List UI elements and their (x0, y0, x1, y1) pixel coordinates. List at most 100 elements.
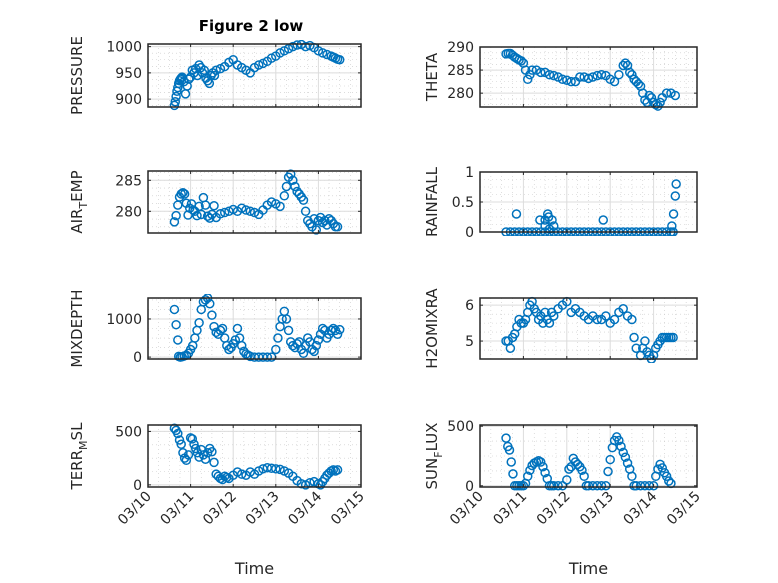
data-point (211, 65, 221, 75)
data-point (557, 74, 568, 85)
data-point (332, 222, 343, 232)
data-point (562, 75, 572, 85)
data-point (189, 439, 199, 449)
data-point (271, 464, 281, 474)
data-point (215, 209, 226, 219)
y-tick-label: 0.5 (452, 195, 474, 211)
data-point (219, 207, 230, 218)
subplot-air-temp: 280 285 AIRTEMP (68, 169, 362, 235)
data-point (187, 434, 198, 444)
y-tick-label: 285 (447, 63, 474, 79)
subplot-mixdepth: 0 1000 MIXDEPTH (68, 289, 362, 368)
x-tick-label: 03/12 (534, 489, 574, 529)
data-point (618, 304, 628, 314)
data-point (281, 314, 292, 324)
data-point (540, 467, 550, 478)
data-point (215, 325, 226, 336)
plot-area (148, 171, 361, 233)
data-point (583, 73, 594, 84)
y-tick-label: 285 (115, 173, 142, 189)
data-point (525, 69, 535, 80)
data-series-sun-flux (501, 432, 676, 491)
y-tick-label: 0 (133, 350, 142, 366)
data-point (549, 70, 559, 81)
data-point (173, 82, 183, 93)
data-point (627, 471, 637, 482)
plot-area (148, 425, 361, 487)
data-point (236, 340, 247, 351)
data-point (192, 70, 203, 81)
data-point (196, 209, 206, 220)
data-point (601, 311, 611, 321)
data-point (298, 195, 309, 205)
data-point (332, 465, 343, 475)
data-point (279, 191, 290, 201)
data-point (544, 318, 555, 328)
axes-box (479, 297, 698, 360)
data-point (178, 187, 188, 198)
data-point (173, 335, 183, 345)
subplot-rainfall: 0 0.5 1 RAINFALL (423, 165, 698, 241)
y-tick-label: 280 (115, 204, 142, 220)
data-point (596, 69, 607, 80)
data-point (670, 191, 681, 201)
y-axis-label: PRESSURE (68, 36, 86, 115)
y-tick-label: 1 (465, 165, 474, 181)
y-axis-label: RAINFALL (423, 166, 441, 237)
data-point (511, 209, 522, 219)
data-point (575, 72, 585, 82)
y-axis-label: THETA (423, 52, 441, 102)
data-point (171, 91, 181, 102)
data-point (620, 58, 631, 68)
data-point (661, 471, 672, 482)
data-point (334, 55, 345, 65)
data-point (183, 450, 194, 460)
y-tick-label: 500 (115, 424, 142, 440)
data-point (169, 217, 180, 227)
data-point (266, 197, 277, 207)
data-point (311, 340, 322, 351)
data-point (245, 206, 255, 217)
data-point (273, 333, 283, 343)
data-point (668, 332, 678, 343)
data-point (614, 69, 624, 80)
data-point (179, 189, 190, 199)
axes-box (479, 424, 698, 488)
data-point (547, 215, 557, 225)
data-point (596, 481, 607, 491)
data-point (194, 318, 204, 328)
data-point (249, 207, 260, 218)
data-point (309, 346, 319, 357)
x-tick-label: 03/15 (664, 489, 704, 529)
data-point (536, 67, 546, 78)
subplot-pressure: 900 950 1000 PRESSURE (68, 36, 362, 115)
y-tick-label: 6 (465, 298, 474, 314)
data-point (549, 311, 559, 321)
data-point (236, 469, 247, 479)
axes-box (147, 170, 362, 234)
data-point (241, 205, 251, 215)
data-point (566, 76, 576, 87)
data-point (207, 446, 217, 457)
data-point (176, 439, 186, 449)
x-tick-label: 03/14 (621, 488, 661, 528)
data-point (562, 475, 572, 485)
data-point (288, 41, 298, 52)
y-axis-label: TERRMSL (68, 422, 90, 491)
y-tick-label: 0 (465, 479, 474, 495)
data-point (173, 428, 183, 439)
data-point (618, 447, 628, 458)
data-point (603, 466, 613, 477)
data-point (283, 325, 294, 336)
data-point (646, 93, 657, 103)
data-point (275, 464, 285, 475)
data-point (217, 323, 228, 334)
data-point (588, 72, 598, 82)
subplot-theta: 280 285 290 THETA (423, 40, 698, 111)
data-point (538, 461, 548, 472)
subplot-terr-msl: 0 500 03/10 03/11 03/12 03/13 03/14 03/15 TERRMS… (68, 422, 368, 578)
data-point (598, 215, 609, 225)
data-point (505, 343, 516, 353)
data-point (275, 201, 285, 212)
